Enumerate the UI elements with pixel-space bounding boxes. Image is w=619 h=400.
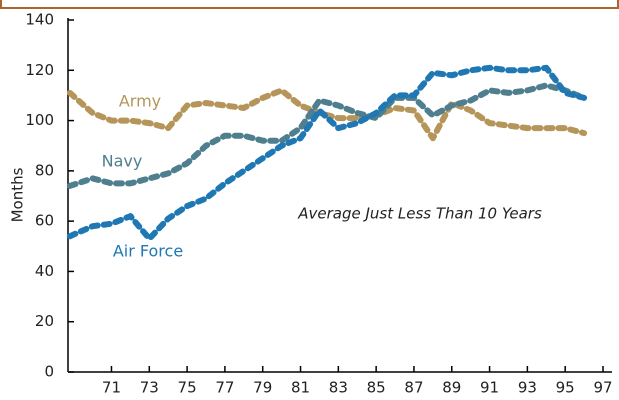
frame	[0, 0, 619, 9]
x-tick-label: 83	[329, 379, 348, 397]
x-tick-label: 77	[215, 379, 234, 397]
y-tick-label: 0	[44, 363, 54, 381]
x-tick-label: 93	[518, 379, 537, 397]
x-tick-label: 91	[480, 379, 499, 397]
series-line	[66, 87, 588, 142]
y-tick-label: 140	[25, 11, 54, 29]
annotation: Average Just Less Than 10 Years	[297, 205, 542, 223]
x-tick-label: 89	[442, 379, 461, 397]
y-tick-label: 20	[35, 312, 54, 330]
x-tick-label: 81	[291, 379, 310, 397]
x-tick-label: 97	[593, 379, 612, 397]
y-tick-label: 120	[25, 61, 54, 79]
y-tick-label: 60	[35, 212, 54, 230]
x-tick-label: 73	[140, 379, 159, 397]
x-tick-label: 75	[178, 379, 197, 397]
series-line	[66, 64, 588, 242]
x-tick-label: 87	[404, 379, 423, 397]
x-tick-label: 71	[102, 379, 121, 397]
x-tick-label: 85	[367, 379, 386, 397]
x-tick-label: 95	[556, 379, 575, 397]
series-label: Navy	[102, 152, 143, 171]
y-axis-label: Months	[9, 167, 27, 222]
y-tick-label: 40	[35, 262, 54, 280]
series-label: Army	[119, 92, 161, 111]
y-tick-label: 80	[35, 161, 54, 179]
y-tick-label: 100	[25, 111, 54, 129]
series-label: Air Force	[113, 242, 183, 261]
series-line	[66, 82, 588, 189]
x-tick-label: 79	[253, 379, 272, 397]
